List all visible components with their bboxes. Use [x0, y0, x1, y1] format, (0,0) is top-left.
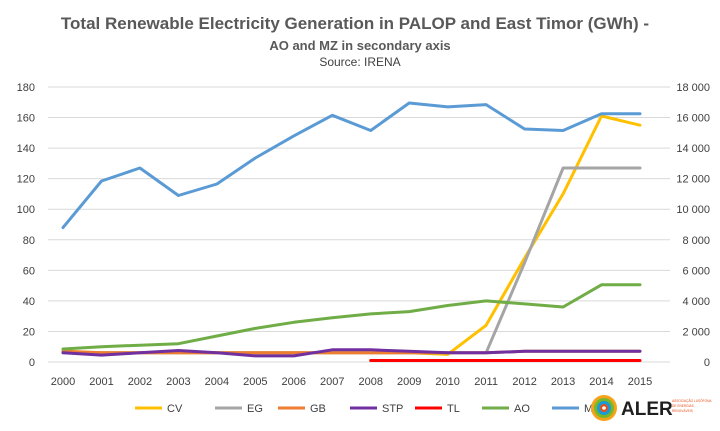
legend-label-stp: STP — [382, 403, 403, 415]
y-left-tick-label: 140 — [17, 143, 35, 155]
aler-logo: ALER ASSOCIAÇÃO LUSÓFONA DE ENERGIAS REN… — [591, 395, 712, 421]
legend-label-eg: EG — [247, 403, 263, 415]
y-left-tick-label: 80 — [23, 235, 35, 247]
y-left-tick-label: 0 — [29, 357, 35, 369]
x-tick-label: 2001 — [89, 376, 113, 388]
y-right-tick-label: 14 000 — [676, 143, 710, 155]
legend-label-gb: GB — [310, 403, 326, 415]
legend-label-ao: AO — [514, 403, 530, 415]
legend-label-cv: CV — [167, 403, 183, 415]
y-right-tick-label: 16 000 — [676, 113, 710, 125]
x-tick-label: 2004 — [205, 376, 229, 388]
aler-logo-name: ALER — [621, 399, 673, 420]
x-tick-label: 2008 — [358, 376, 382, 388]
series-lines — [61, 101, 642, 362]
y-left-tick-label: 120 — [17, 174, 35, 186]
x-tick-label: 2014 — [589, 376, 613, 388]
series-line-stp — [61, 348, 642, 358]
legend-label-tl: TL — [447, 403, 460, 415]
x-tick-label: 2003 — [166, 376, 190, 388]
y-right-tick-label: 12 000 — [676, 174, 710, 186]
y-right-tick-label: 2 000 — [682, 326, 710, 338]
y-left-tick-label: 180 — [17, 82, 35, 94]
y-right-tick-label: 8 000 — [682, 235, 710, 247]
x-tick-label: 2010 — [435, 376, 459, 388]
series-line-eg — [61, 166, 642, 355]
y-right-tick-label: 6 000 — [682, 265, 710, 277]
y-left-tick-label: 60 — [23, 265, 35, 277]
y-left-tick-label: 40 — [23, 296, 35, 308]
chart-source: Source: IRENA — [319, 55, 400, 69]
x-tick-label: 2012 — [512, 376, 536, 388]
x-tick-label: 2009 — [397, 376, 421, 388]
legend: CVEGGBSTPTLAOMZ — [135, 403, 600, 415]
series-line-mz — [61, 101, 642, 230]
y-left-tick-label: 20 — [23, 326, 35, 338]
right-axis: 0 2 000 4 000 6 000 8 000 10 000 12 000 14 000 1… — [676, 82, 710, 369]
x-axis: 2000 2001 2002 2003 2004 2005 2006 2007 2008 2009… — [51, 376, 652, 388]
x-tick-label: 2011 — [474, 376, 498, 388]
y-right-tick-label: 18 000 — [676, 82, 710, 94]
gridlines — [48, 86, 670, 363]
x-tick-label: 2006 — [282, 376, 306, 388]
x-tick-label: 2007 — [320, 376, 344, 388]
y-right-tick-label: 4 000 — [682, 296, 710, 308]
aler-logo-tagline-2: DE ENERGIAS — [672, 404, 694, 408]
y-right-tick-label: 10 000 — [676, 204, 710, 216]
chart-title: Total Renewable Electricity Generation i… — [61, 14, 649, 33]
aler-logo-tagline-3: RENOVÁVEIS — [672, 409, 693, 413]
aler-logo-emblem — [591, 395, 617, 421]
series-line-cv — [61, 114, 642, 356]
x-tick-label: 2000 — [51, 376, 75, 388]
y-left-tick-label: 160 — [17, 113, 35, 125]
y-right-tick-label: 0 — [704, 357, 710, 369]
x-tick-label: 2013 — [551, 376, 575, 388]
x-tick-label: 2015 — [628, 376, 652, 388]
left-axis: 0 20 40 60 80 100 120 140 160 180 — [17, 82, 35, 369]
aler-logo-tagline-1: ASSOCIAÇÃO LUSÓFONA — [672, 398, 712, 403]
chart-subtitle: AO and MZ in secondary axis — [269, 38, 450, 53]
y-left-tick-label: 100 — [17, 204, 35, 216]
series-line-ao — [61, 283, 642, 351]
x-tick-label: 2005 — [243, 376, 267, 388]
x-tick-label: 2002 — [128, 376, 152, 388]
